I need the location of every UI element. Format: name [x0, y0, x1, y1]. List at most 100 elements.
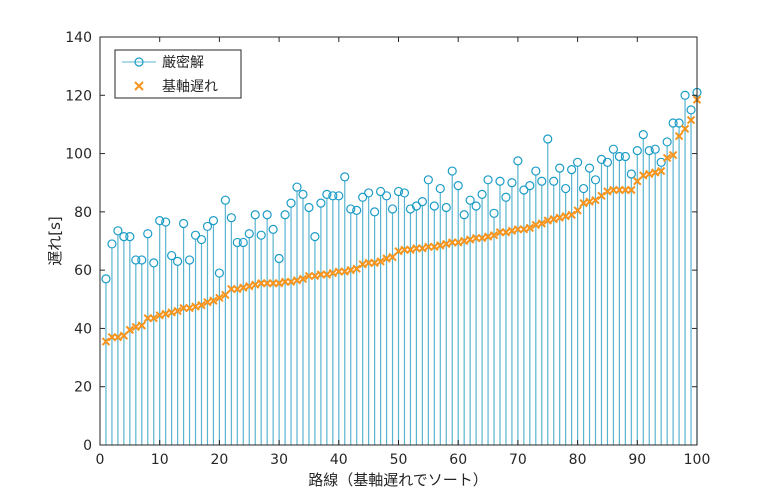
exact-point	[364, 188, 374, 198]
exact-point	[572, 157, 583, 167]
base-delay-point	[585, 197, 594, 206]
exact-point	[202, 221, 213, 232]
exact-point	[292, 182, 302, 192]
base-delay-point	[406, 245, 415, 254]
base-delay-point	[209, 296, 218, 305]
x-axis-label: 路線（基軸遅れでソート）	[308, 471, 488, 489]
base-delay-point	[310, 271, 320, 281]
base-delay-point	[346, 265, 355, 275]
exact-point	[113, 226, 123, 236]
exact-point	[471, 201, 481, 211]
exact-point	[441, 202, 451, 213]
exact-point	[525, 181, 535, 191]
base-delay-point	[519, 225, 529, 234]
exact-point	[226, 213, 236, 223]
exact-point	[268, 224, 278, 234]
exact-point	[465, 195, 475, 205]
base-delay-point	[453, 238, 463, 247]
base-delay-point	[155, 311, 164, 320]
exact-point	[644, 146, 654, 156]
exact-point	[638, 130, 648, 140]
y-tick-label: 80	[74, 205, 92, 221]
exact-point	[250, 210, 260, 220]
exact-point	[220, 195, 230, 205]
exact-point	[519, 185, 529, 195]
exact-point	[423, 175, 433, 185]
exact-point	[107, 239, 117, 249]
exact-point	[149, 258, 159, 268]
y-tick-label: 0	[83, 438, 92, 454]
exact-point	[238, 237, 248, 248]
exact-point	[674, 118, 684, 128]
legend-circle-marker	[134, 57, 144, 67]
exact-point	[483, 175, 493, 185]
legend-label-base: 基軸遅れ	[162, 78, 218, 95]
exact-point	[417, 197, 427, 207]
exact-point	[244, 229, 254, 239]
exact-point	[650, 144, 660, 154]
x-tick-label: 10	[151, 452, 169, 468]
exact-point	[125, 232, 135, 242]
base-delay-point	[340, 267, 349, 276]
exact-point	[590, 175, 601, 185]
exact-point	[208, 216, 219, 226]
base-delay-point	[668, 150, 678, 160]
base-delay-point	[376, 257, 385, 266]
exact-point	[232, 237, 242, 248]
exact-point	[184, 255, 195, 265]
exact-point	[196, 234, 207, 245]
plot-marks	[101, 87, 702, 445]
y-axis-label: 遅れ[s]	[46, 216, 64, 266]
base-delay-point	[680, 124, 690, 134]
base-delay-point	[561, 212, 570, 221]
axis-ticks: 0 10 20 30 40 50 60 70 80 90 100 0 20 40 60 80 100 120 140	[65, 30, 710, 468]
base-delay-point	[501, 228, 511, 237]
base-delay-point	[101, 337, 111, 346]
exact-point	[596, 154, 607, 164]
exact-point	[328, 191, 338, 201]
base-delay-point	[149, 314, 158, 323]
base-delay-point	[483, 232, 493, 241]
base-delay-point	[597, 191, 606, 201]
exact-point	[477, 189, 487, 199]
exact-point	[549, 176, 559, 186]
x-tick-label: 40	[330, 452, 348, 468]
base-delay-point	[125, 325, 135, 335]
exact-point	[304, 202, 314, 213]
base-delay-point	[555, 213, 564, 222]
x-tick-label: 80	[569, 452, 587, 468]
base-delay-point	[328, 268, 338, 278]
exact-point	[537, 176, 547, 186]
exact-point	[578, 183, 589, 194]
base-delay-point	[382, 254, 391, 263]
exact-point	[256, 230, 266, 240]
exact-point	[489, 208, 499, 218]
exact-point	[375, 186, 386, 197]
base-delay-point	[459, 236, 469, 246]
exact-point	[411, 201, 422, 211]
exact-point	[656, 157, 666, 167]
base-delay-point	[573, 206, 582, 215]
exact-point	[190, 230, 201, 240]
exact-point	[358, 192, 368, 202]
exact-point	[686, 105, 696, 115]
exact-point	[274, 253, 284, 264]
exact-point	[322, 189, 332, 199]
exact-point	[501, 192, 511, 202]
exact-point	[584, 163, 595, 173]
exact-point	[131, 255, 141, 265]
exact-point	[620, 151, 630, 162]
base-delay-point	[465, 235, 475, 244]
x-tick-label: 70	[509, 452, 527, 468]
exact-point	[310, 232, 320, 242]
base-delay-point	[627, 185, 636, 195]
base-delay-point	[537, 219, 546, 228]
exact-point	[143, 229, 153, 239]
exact-point	[370, 207, 380, 217]
base-delay-point	[239, 283, 248, 292]
base-delay-point	[137, 321, 146, 330]
base-delay-point	[167, 308, 176, 317]
exact-point	[161, 217, 171, 227]
y-tick-label: 140	[65, 30, 92, 46]
